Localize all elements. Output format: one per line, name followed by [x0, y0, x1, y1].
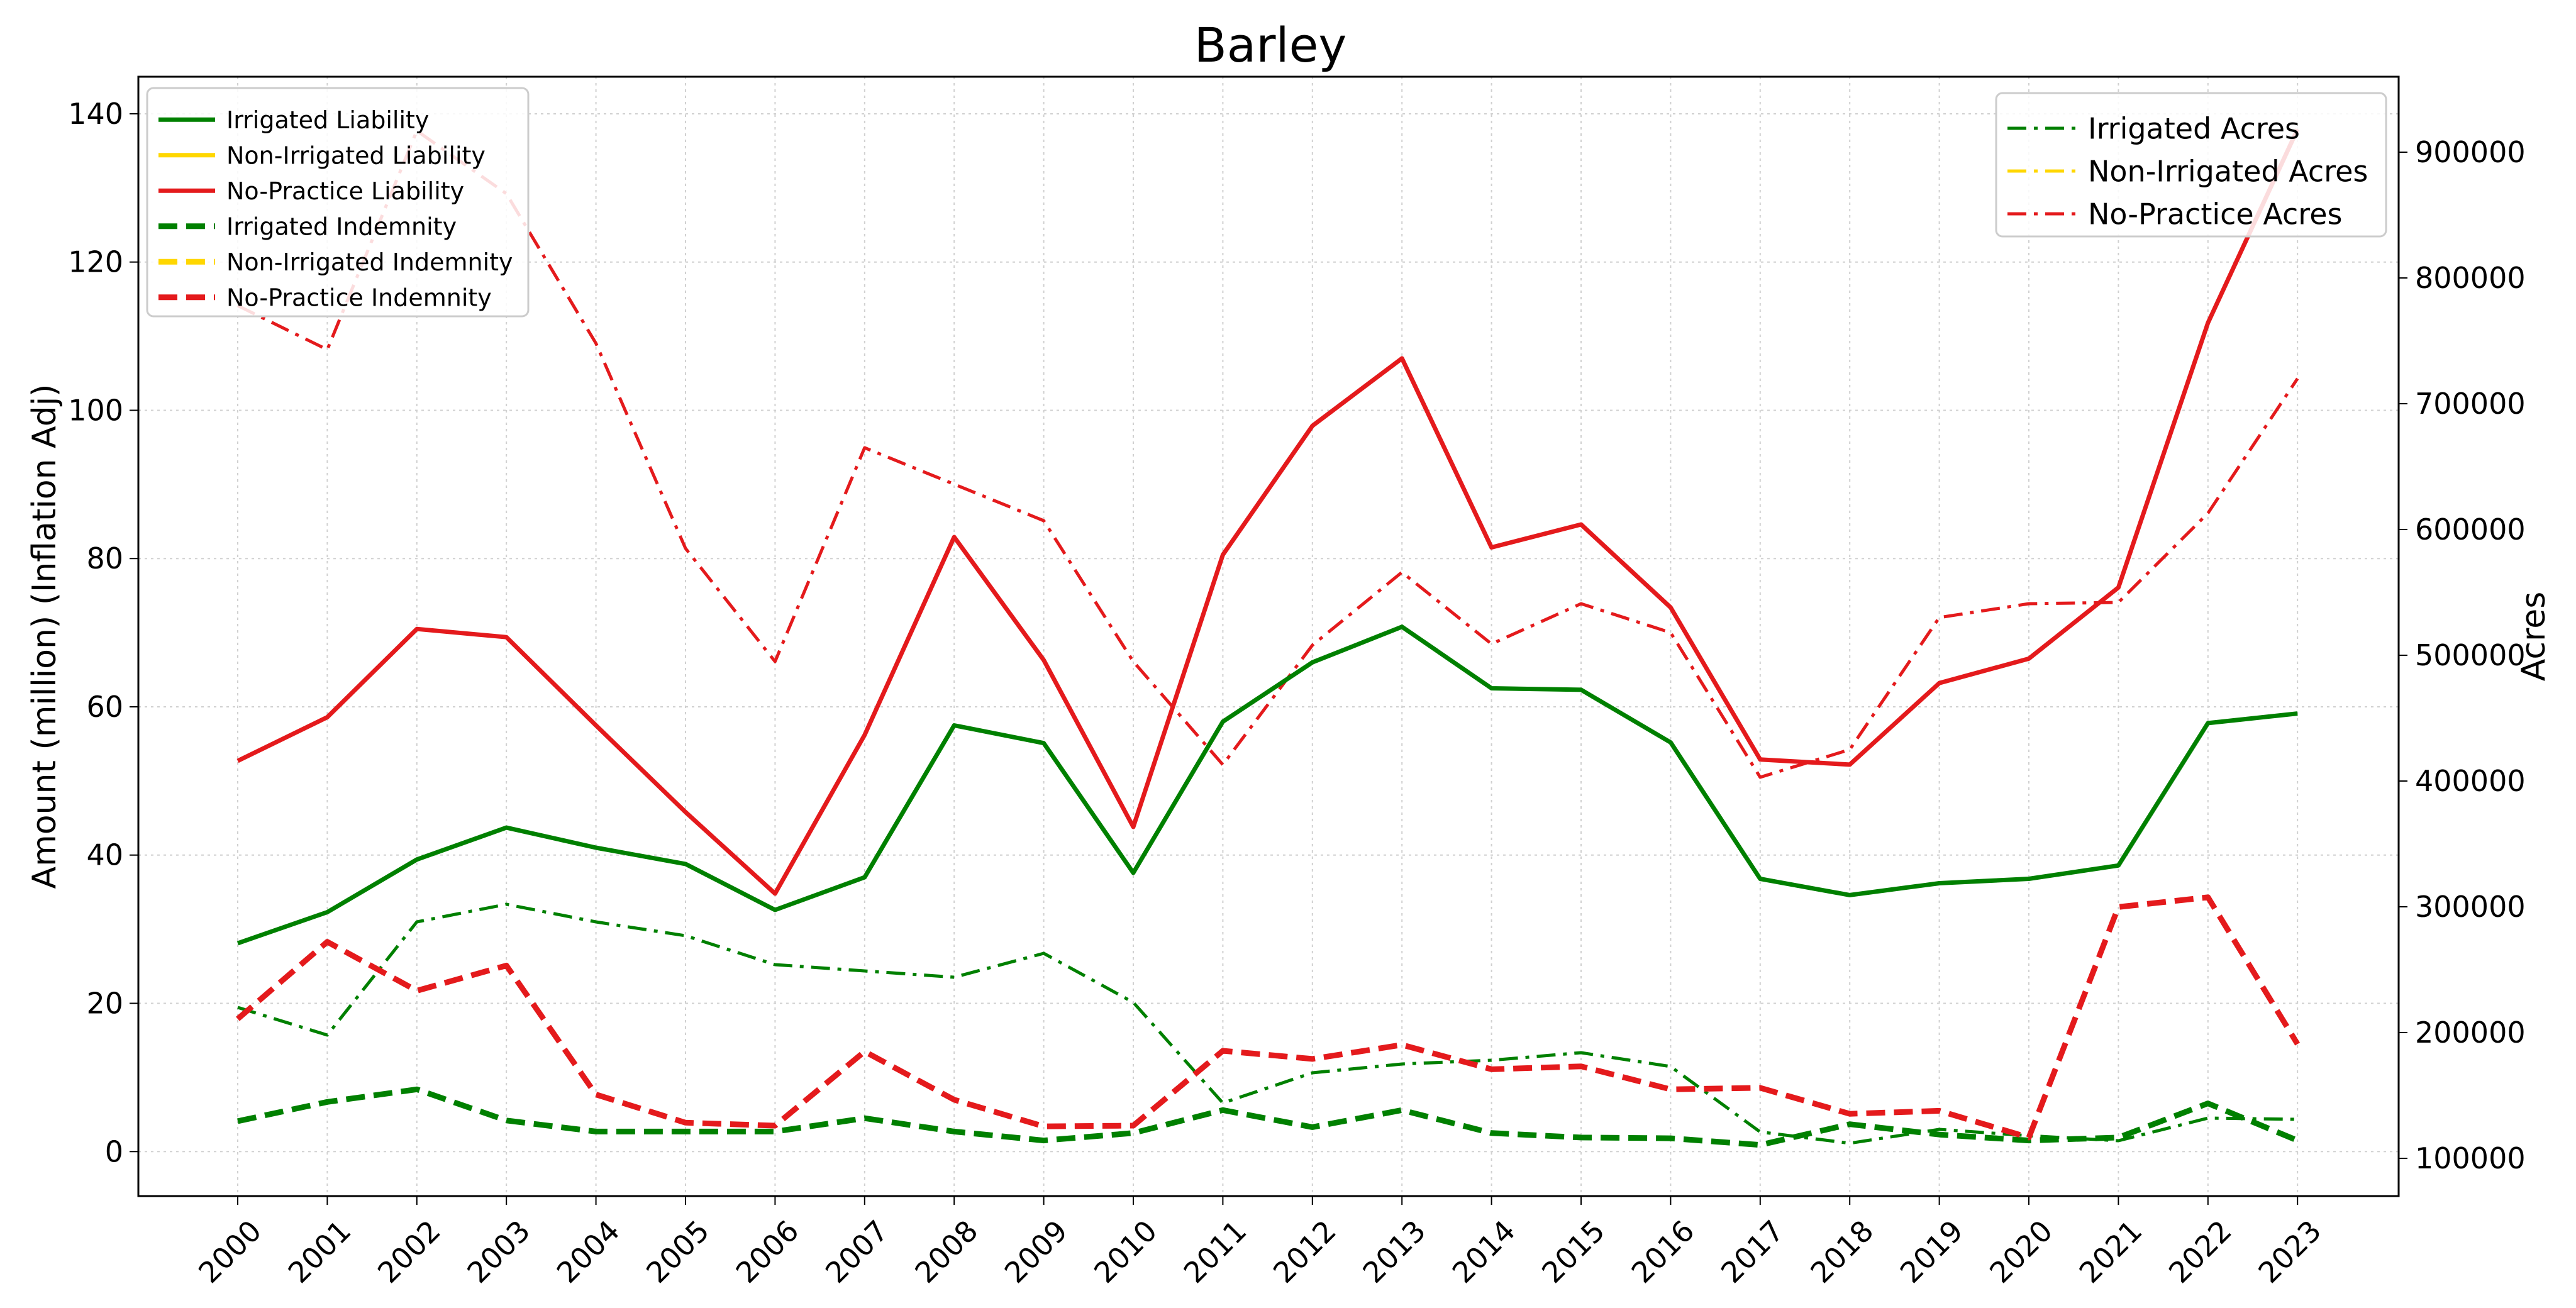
- no-practice-acres-legend-label: No-Practice Acres: [2088, 197, 2342, 231]
- irrigated-acres-legend-label: Irrigated Acres: [2088, 112, 2300, 146]
- x-tick-label: 2008: [908, 1214, 984, 1290]
- x-tick-label: 2020: [1983, 1214, 2059, 1290]
- y2-axis-label: Acres: [2515, 592, 2553, 682]
- x-tick-label: 2015: [1535, 1214, 1611, 1290]
- y-tick-label: 140: [68, 97, 123, 131]
- irrigated-acres-line: [237, 902, 2298, 1145]
- y-tick-label: 60: [86, 690, 123, 724]
- x-tick-label: 2012: [1267, 1214, 1343, 1290]
- legend-box: [146, 87, 530, 318]
- series-layer: [236, 128, 2301, 1148]
- x-tick-label: 2023: [2251, 1214, 2328, 1290]
- chart-title: Barley: [1194, 17, 1347, 73]
- y-tick-label: 20: [86, 987, 123, 1021]
- y-axis-label: Amount (million) (Inflation Adj): [26, 384, 64, 889]
- x-tick-label: 2001: [282, 1214, 358, 1290]
- x-tick-label: 2006: [730, 1214, 806, 1290]
- x-tick-label: 2016: [1625, 1214, 1701, 1290]
- y2-tick-label: 300000: [2415, 890, 2526, 924]
- x-tick-label: 2005: [640, 1214, 716, 1290]
- x-tick-label: 2007: [819, 1214, 895, 1290]
- irrigated-indemnity-legend-label: Irrigated Indemnity: [226, 213, 457, 240]
- y2-tick-label: 700000: [2415, 387, 2526, 421]
- no-practice-liability-legend-label: No-Practice Liability: [226, 177, 464, 205]
- x-tick-label: 2019: [1894, 1214, 1970, 1290]
- legend-box: [1995, 92, 2387, 238]
- y2-tick-label: 600000: [2415, 513, 2526, 546]
- y-tick-label: 0: [105, 1134, 123, 1168]
- y2-tick-label: 800000: [2415, 261, 2526, 295]
- x-tick-label: 2021: [2073, 1214, 2149, 1290]
- x-tick-label: 2017: [1714, 1214, 1790, 1290]
- irrigated-indemnity-line: [237, 1086, 2299, 1148]
- irrigated-liability-legend-label: Irrigated Liability: [226, 106, 429, 134]
- y2-tick-label: 400000: [2415, 764, 2526, 798]
- grid-lines: [138, 77, 2399, 1196]
- x-tick-label: 2011: [1177, 1214, 1253, 1290]
- no-practice-acres-line: [236, 129, 2299, 779]
- x-tick-label: 2010: [1087, 1214, 1163, 1290]
- y2-tick-label: 500000: [2415, 638, 2526, 672]
- x-tick-label: 2022: [2162, 1214, 2238, 1290]
- x-tick-label: 2018: [1804, 1214, 1880, 1290]
- plot-frame: [137, 75, 2400, 1197]
- y-tick-label: 40: [86, 838, 123, 872]
- y2-tick-label: 100000: [2415, 1141, 2526, 1175]
- x-tick-label: 2013: [1356, 1214, 1432, 1290]
- legend-right: Irrigated Acres Non-Irrigated Acres No-Pra…: [1995, 92, 2387, 238]
- non-irrigated-acres-legend-label: Non-Irrigated Acres: [2088, 155, 2368, 189]
- y-tick-label: 100: [68, 393, 123, 427]
- no-practice-indemnity-line: [236, 894, 2301, 1141]
- no-practice-indemnity-legend-label: No-Practice Indemnity: [226, 284, 492, 311]
- x-tick-label: 2003: [460, 1214, 536, 1290]
- no-practice-liability-line: [236, 128, 2300, 896]
- non-irrigated-liability-legend-label: Non-Irrigated Liability: [226, 141, 486, 169]
- x-tick-label: 2014: [1446, 1214, 1522, 1290]
- legend-left: Irrigated Liability Non-Irrigated Liabili…: [146, 87, 530, 318]
- y-tick-label: 80: [86, 541, 123, 575]
- x-tick-label: 2002: [371, 1214, 447, 1290]
- y-tick-label: 120: [68, 245, 123, 279]
- y2-tick-label: 900000: [2415, 135, 2526, 169]
- irrigated-liability-line: [236, 624, 2298, 946]
- non-irrigated-indemnity-legend-label: Non-Irrigated Indemnity: [226, 248, 513, 276]
- x-tick-label: 2009: [998, 1214, 1074, 1290]
- x-tick-label: 2004: [550, 1214, 626, 1290]
- y2-tick-label: 200000: [2415, 1016, 2526, 1050]
- x-tick-label: 2000: [192, 1214, 268, 1290]
